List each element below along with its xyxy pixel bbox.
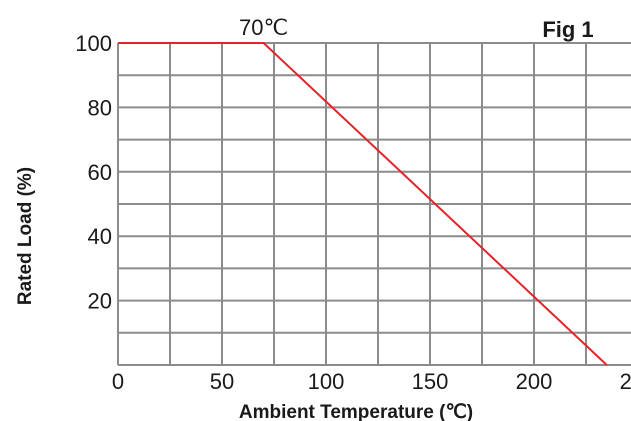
x-tick-label: 150: [412, 369, 449, 394]
y-tick-label: 80: [88, 95, 112, 120]
x-tick-label: 100: [308, 369, 345, 394]
x-tick-label: 200: [516, 369, 553, 394]
x-tick-label: 50: [210, 369, 234, 394]
axes: [117, 43, 631, 366]
y-tick-labels: 20 40 60 80 100: [75, 31, 112, 314]
x-tick-label: 250: [620, 369, 631, 394]
x-tick-label: 0: [112, 369, 124, 394]
y-tick-label: 100: [75, 31, 112, 56]
annotations: 70℃: [239, 15, 288, 40]
y-tick-label: 60: [88, 160, 112, 185]
annotation-label: 70℃: [239, 15, 288, 40]
x-tick-labels: 0 50 100 150 200 250: [112, 369, 631, 394]
series-layer: [118, 42, 608, 366]
y-tick-label: 40: [88, 224, 112, 249]
x-axis-label: Ambient Temperature (℃): [239, 402, 473, 421]
derating-curve: [118, 42, 608, 366]
y-tick-label: 20: [88, 289, 112, 314]
grid: [118, 42, 631, 365]
figure-title: Fig 1: [542, 17, 593, 42]
y-axis-label: Rated Load (%): [15, 167, 36, 305]
